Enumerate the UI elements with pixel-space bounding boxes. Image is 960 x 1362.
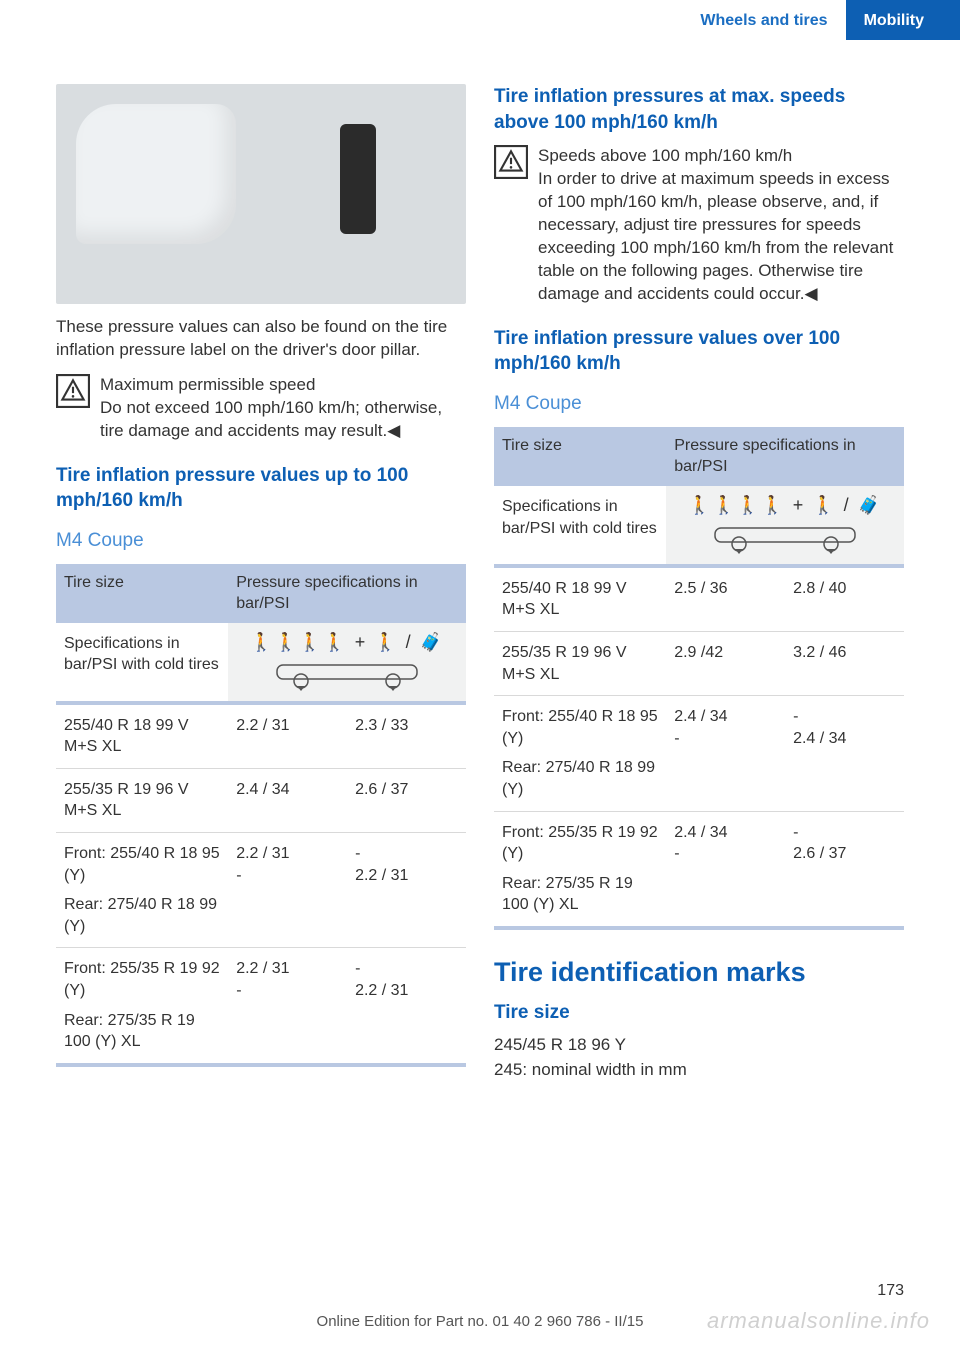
left-column: These pressure values can also be found … [56, 84, 466, 1084]
cell-size: Front: 255/35 R 19 92 (Y)Rear: 275/35 R … [56, 948, 228, 1065]
cell-pressure-2: -2.2 / 31 [347, 832, 466, 947]
heading-over: Tire inflation pressure values over 100 … [494, 326, 904, 377]
warning-text: Maximum permissible speed Do not exceed … [100, 374, 466, 443]
load-diagram: 🚶🚶🚶🚶 + 🚶 / 🧳 [674, 496, 896, 554]
table-row: 255/35 R 19 96 V M+S XL2.9 /423.2 / 46 [494, 631, 904, 695]
heading-upto: Tire inflation pressure values up to 100… [56, 463, 466, 514]
car-icon [705, 520, 865, 554]
cell-pressure-2: 2.3 / 33 [347, 703, 466, 769]
header-section: Wheels and tires [682, 0, 845, 40]
cell-size: 255/40 R 18 99 V M+S XL [56, 703, 228, 769]
cell-size: Front: 255/35 R 19 92 (Y)Rear: 275/35 R … [494, 811, 666, 928]
table-row: 255/40 R 18 99 V M+S XL2.5 / 362.8 / 40 [494, 566, 904, 632]
warning-text-right: Speeds above 100 mph/160 km/h In order t… [538, 145, 904, 306]
cell-pressure-1: 2.2 / 31- [228, 832, 347, 947]
heading-m4-left: M4 Coupe [56, 528, 466, 554]
car-icon [267, 657, 427, 691]
cell-pressure-1: 2.9 /42 [666, 631, 785, 695]
th-pressure: Pressure specifications in bar/PSI [228, 564, 466, 623]
heading-max: Tire inflation pressures at max. speeds … [494, 84, 904, 135]
warning-title-right: Speeds above 100 mph/160 km/h [538, 146, 792, 165]
people-icons: 🚶🚶🚶🚶 + 🚶 / 🧳 [674, 496, 896, 516]
pressure-table-right: Tire size Pressure specifications in bar… [494, 427, 904, 930]
load-diagram-cell: 🚶🚶🚶🚶 + 🚶 / 🧳 [228, 623, 466, 703]
content-columns: These pressure values can also be found … [0, 40, 960, 1084]
cell-pressure-1: 2.4 / 34- [666, 696, 785, 811]
cell-pressure-2: -2.6 / 37 [785, 811, 904, 928]
cell-pressure-2: 3.2 / 46 [785, 631, 904, 695]
warning-title: Maximum permissible speed [100, 375, 315, 394]
heading-marks: Tire identification marks [494, 954, 904, 990]
warning-block-right: Speeds above 100 mph/160 km/h In order t… [494, 145, 904, 306]
cell-pressure-2: -2.2 / 31 [347, 948, 466, 1065]
th-pressure-r: Pressure specifications in bar/PSI [666, 427, 904, 486]
table-row: 255/35 R 19 96 V M+S XL2.4 / 342.6 / 37 [56, 768, 466, 832]
spec-label: Specifications in bar/PSI with cold tire… [56, 623, 228, 703]
cell-pressure-1: 2.2 / 31 [228, 703, 347, 769]
cell-pressure-2: 2.6 / 37 [347, 768, 466, 832]
table-right-rows: 255/40 R 18 99 V M+S XL2.5 / 362.8 / 402… [494, 566, 904, 928]
header-chapter: Mobility [846, 0, 960, 40]
cell-pressure-2: 2.8 / 40 [785, 566, 904, 632]
table-row: Front: 255/40 R 18 95 (Y)Rear: 275/40 R … [56, 832, 466, 947]
load-diagram: 🚶🚶🚶🚶 + 🚶 / 🧳 [236, 633, 458, 691]
warning-block: Maximum permissible speed Do not exceed … [56, 374, 466, 443]
cell-pressure-1: 2.4 / 34 [228, 768, 347, 832]
cell-pressure-2: -2.4 / 34 [785, 696, 904, 811]
warning-icon [56, 374, 90, 408]
spec-label-r: Specifications in bar/PSI with cold tire… [494, 486, 666, 566]
door-pillar-photo [56, 84, 466, 304]
warning-body: Do not exceed 100 mph/160 km/h; otherwis… [100, 398, 442, 440]
th-tire-size: Tire size [56, 564, 228, 623]
people-icons: 🚶🚶🚶🚶 + 🚶 / 🧳 [236, 633, 458, 653]
page-header: Wheels and tires Mobility [0, 0, 960, 40]
table-left-rows: 255/40 R 18 99 V M+S XL2.2 / 312.3 / 332… [56, 703, 466, 1065]
heading-m4-right: M4 Coupe [494, 391, 904, 417]
pressure-table-left: Tire size Pressure specifications in bar… [56, 564, 466, 1067]
cell-size: Front: 255/40 R 18 95 (Y)Rear: 275/40 R … [494, 696, 666, 811]
cell-size: 255/35 R 19 96 V M+S XL [56, 768, 228, 832]
table-row: Front: 255/40 R 18 95 (Y)Rear: 275/40 R … [494, 696, 904, 811]
warning-icon [494, 145, 528, 179]
table-row: 255/40 R 18 99 V M+S XL2.2 / 312.3 / 33 [56, 703, 466, 769]
size-note: 245: nominal width in mm [494, 1059, 904, 1082]
page-number: 173 [877, 1280, 904, 1302]
cell-pressure-1: 2.2 / 31- [228, 948, 347, 1065]
intro-paragraph: These pressure values can also be found … [56, 316, 466, 362]
cell-pressure-1: 2.5 / 36 [666, 566, 785, 632]
size-example: 245/45 R 18 96 Y [494, 1034, 904, 1057]
th-tire-size-r: Tire size [494, 427, 666, 486]
table-row: Front: 255/35 R 19 92 (Y)Rear: 275/35 R … [494, 811, 904, 928]
watermark: armanualsonline.info [707, 1306, 930, 1336]
cell-size: Front: 255/40 R 18 95 (Y)Rear: 275/40 R … [56, 832, 228, 947]
cell-size: 255/40 R 18 99 V M+S XL [494, 566, 666, 632]
load-diagram-cell-r: 🚶🚶🚶🚶 + 🚶 / 🧳 [666, 486, 904, 566]
warning-body-right: In order to drive at maximum speeds in e… [538, 169, 893, 303]
table-row: Front: 255/35 R 19 92 (Y)Rear: 275/35 R … [56, 948, 466, 1065]
cell-pressure-1: 2.4 / 34- [666, 811, 785, 928]
right-column: Tire inflation pressures at max. speeds … [494, 84, 904, 1084]
heading-tire-size: Tire size [494, 1000, 904, 1026]
cell-size: 255/35 R 19 96 V M+S XL [494, 631, 666, 695]
